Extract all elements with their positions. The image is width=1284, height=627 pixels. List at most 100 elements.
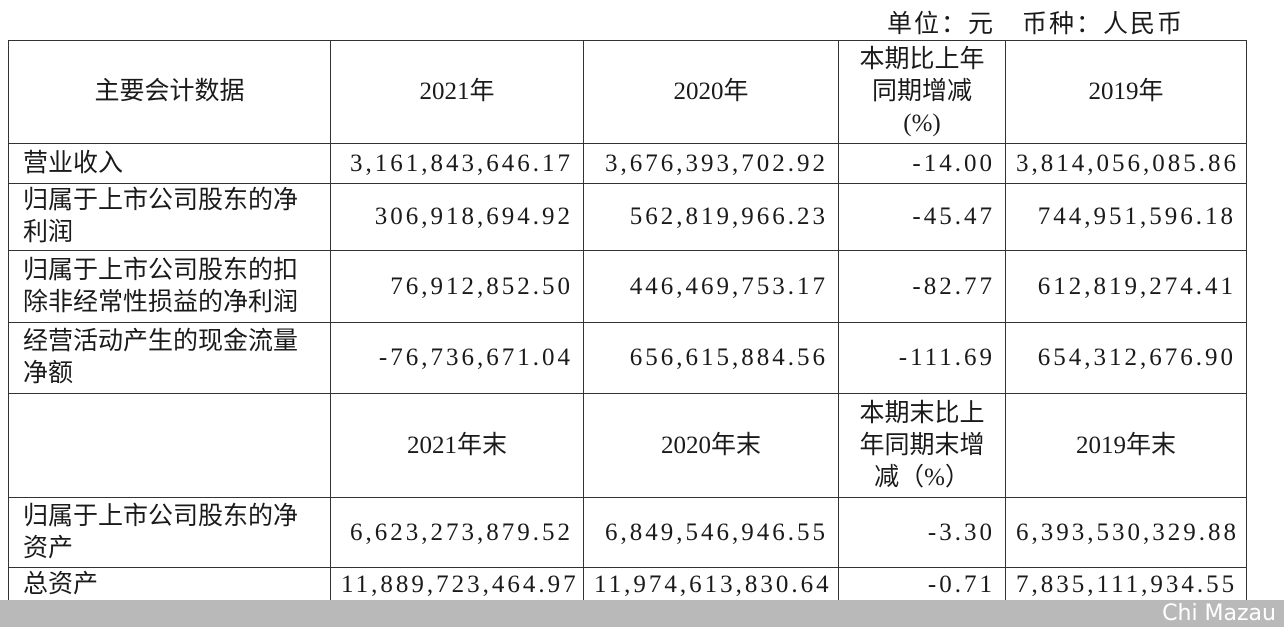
table-cell: 7,835,111,934.55: [1005, 567, 1247, 603]
table-cell: -3.30: [838, 497, 1006, 568]
table-cell: 总资产: [8, 567, 331, 603]
cell-text: -0.71: [927, 571, 995, 598]
cell-text: -45.47: [912, 203, 995, 230]
table-cell: 2021年: [330, 40, 584, 144]
cell-text: -3.30: [927, 518, 995, 546]
cell-text: 2019年末: [1075, 431, 1176, 459]
cell-text: 年同期末增: [859, 431, 985, 459]
cell-text: 3,161,843,646.17: [350, 149, 573, 177]
table-cell: 营业收入: [8, 143, 331, 184]
table-cell: -76,736,671.04: [330, 322, 584, 394]
cell-text: 本期末比上: [859, 399, 985, 427]
table-cell: 11,974,613,830.64: [583, 567, 839, 603]
cell-text: 2021年: [419, 78, 495, 105]
cell-text: 2021年末: [406, 431, 507, 459]
cell-text: 净额: [23, 360, 74, 387]
cell-text: 744,951,596.18: [1037, 203, 1236, 230]
cell-text: 减（%）: [874, 463, 970, 491]
table-cell: 2020年: [583, 40, 839, 144]
cell-text: 612,819,274.41: [1037, 272, 1236, 300]
table-cell: 76,912,852.50: [330, 250, 584, 323]
cell-text: 经营活动产生的现金流量: [23, 328, 299, 355]
table-cell: 744,951,596.18: [1005, 183, 1247, 251]
watermark: Chi Mazau: [1162, 601, 1276, 626]
cell-text: 2020年末: [660, 431, 761, 459]
table-cell: 612,819,274.41: [1005, 250, 1247, 323]
table-cell: 6,623,273,879.52: [330, 497, 584, 568]
cell-text: 主要会计数据: [94, 78, 245, 105]
cell-text: 2020年: [673, 78, 749, 105]
table-cell: 2019年: [1005, 40, 1247, 144]
table-cell: 654,312,676.90: [1005, 322, 1247, 394]
cell-text: -111.69: [898, 344, 995, 371]
table-cell: 2020年末: [583, 393, 839, 498]
table-row: 经营活动产生的现金流量 净额 -76,736,671.04 656,615,884.5…: [8, 322, 1247, 394]
data-table: 主要会计数据 2021年 2020年 本期比上年同期增减 (%) 2019年营业收入 3,1…: [8, 40, 1247, 603]
footer-bar: Chi Mazau: [0, 600, 1284, 627]
cell-text: 6,849,546,946.55: [605, 518, 828, 546]
table-cell: 归属于上市公司股东的扣 除非经常性损益的净利润: [8, 250, 331, 323]
table-cell: 3,676,393,702.92: [583, 143, 839, 184]
cell-text: 归属于上市公司股东的扣: [23, 256, 299, 284]
table-cell: 11,889,723,464.97: [330, 567, 584, 603]
table-cell: 归属于上市公司股东的净 利润: [8, 183, 331, 251]
cell-text: 11,889,723,464.97: [341, 571, 579, 598]
table-row: 归属于上市公司股东的净 资产 6,623,273,879.52 6,849,546,9…: [8, 497, 1247, 568]
cell-text: 656,615,884.56: [629, 344, 828, 371]
cell-text: 3,814,056,085.86: [1016, 149, 1239, 177]
cell-text: 76,912,852.50: [390, 272, 573, 300]
table-cell: 经营活动产生的现金流量 净额: [8, 322, 331, 394]
cell-text: 3,676,393,702.92: [605, 149, 828, 177]
table-cell: 6,849,546,946.55: [583, 497, 839, 568]
table-cell: -0.71: [838, 567, 1006, 603]
unit-note: 单位：元 币种：人民币: [886, 11, 1184, 38]
cell-text: 资产: [23, 534, 74, 562]
table-cell: 562,819,966.23: [583, 183, 839, 251]
table-row: 2021年末 2020年末 本期末比上年同期末增减（%） 2019年末: [8, 393, 1247, 498]
cell-text: 总资产: [23, 571, 99, 598]
table-cell: 本期比上年同期增减 (%): [838, 40, 1006, 144]
table-row: 归属于上市公司股东的净 利润 306,918,694.92 562,819,966.2…: [8, 183, 1247, 251]
table-cell: -45.47: [838, 183, 1006, 251]
table-row: 总资产 11,889,723,464.97 11,974,613,830.64 -0.…: [8, 567, 1247, 603]
table-cell: 归属于上市公司股东的净 资产: [8, 497, 331, 568]
table-cell: 6,393,530,329.88: [1005, 497, 1247, 568]
table-cell: 446,469,753.17: [583, 250, 839, 323]
cell-text: 归属于上市公司股东的净: [23, 502, 299, 530]
table-cell: -14.00: [838, 143, 1006, 184]
table-cell: 主要会计数据: [8, 40, 331, 144]
table-row: 归属于上市公司股东的扣 除非经常性损益的净利润 76,912,852.50 446,4…: [8, 250, 1247, 323]
cell-text: 2019年: [1088, 78, 1164, 105]
cell-text: 7,835,111,934.55: [1016, 571, 1238, 598]
cell-text: 营业收入: [23, 149, 124, 177]
cell-text: 446,469,753.17: [629, 272, 828, 300]
table-row: 主要会计数据 2021年 2020年 本期比上年同期增减 (%) 2019年: [8, 40, 1247, 144]
table-cell: 2019年末: [1005, 393, 1247, 498]
table-cell: 本期末比上年同期末增减（%）: [838, 393, 1006, 498]
table-cell: -82.77: [838, 250, 1006, 323]
cell-text: -14.00: [912, 149, 995, 177]
cell-text: 306,918,694.92: [374, 203, 573, 230]
table-cell: 306,918,694.92: [330, 183, 584, 251]
table-row: 营业收入 3,161,843,646.17 3,676,393,702.92 -14.…: [8, 143, 1247, 184]
cell-text: 除非经常性损益的净利润: [23, 288, 299, 316]
cell-text: 利润: [23, 219, 74, 246]
cell-text: 562,819,966.23: [629, 203, 828, 230]
table-cell: 3,814,056,085.86: [1005, 143, 1247, 184]
table-cell: 656,615,884.56: [583, 322, 839, 394]
table-cell: 3,161,843,646.17: [330, 143, 584, 184]
cell-text: 同期增减: [871, 78, 972, 105]
cell-text: -76,736,671.04: [378, 344, 573, 371]
cell-text: (%): [903, 110, 941, 137]
cell-text: 归属于上市公司股东的净: [23, 187, 299, 214]
cell-text: 6,623,273,879.52: [350, 518, 573, 546]
cell-text: 本期比上年: [859, 46, 985, 73]
cell-text: 11,974,613,830.64: [594, 571, 832, 598]
table-cell: 2021年末: [330, 393, 584, 498]
cell-text: -82.77: [912, 272, 995, 300]
cell-text: 654,312,676.90: [1037, 344, 1236, 371]
table-cell: -111.69: [838, 322, 1006, 394]
cell-text: 6,393,530,329.88: [1016, 518, 1239, 546]
table-cell: [8, 393, 331, 498]
